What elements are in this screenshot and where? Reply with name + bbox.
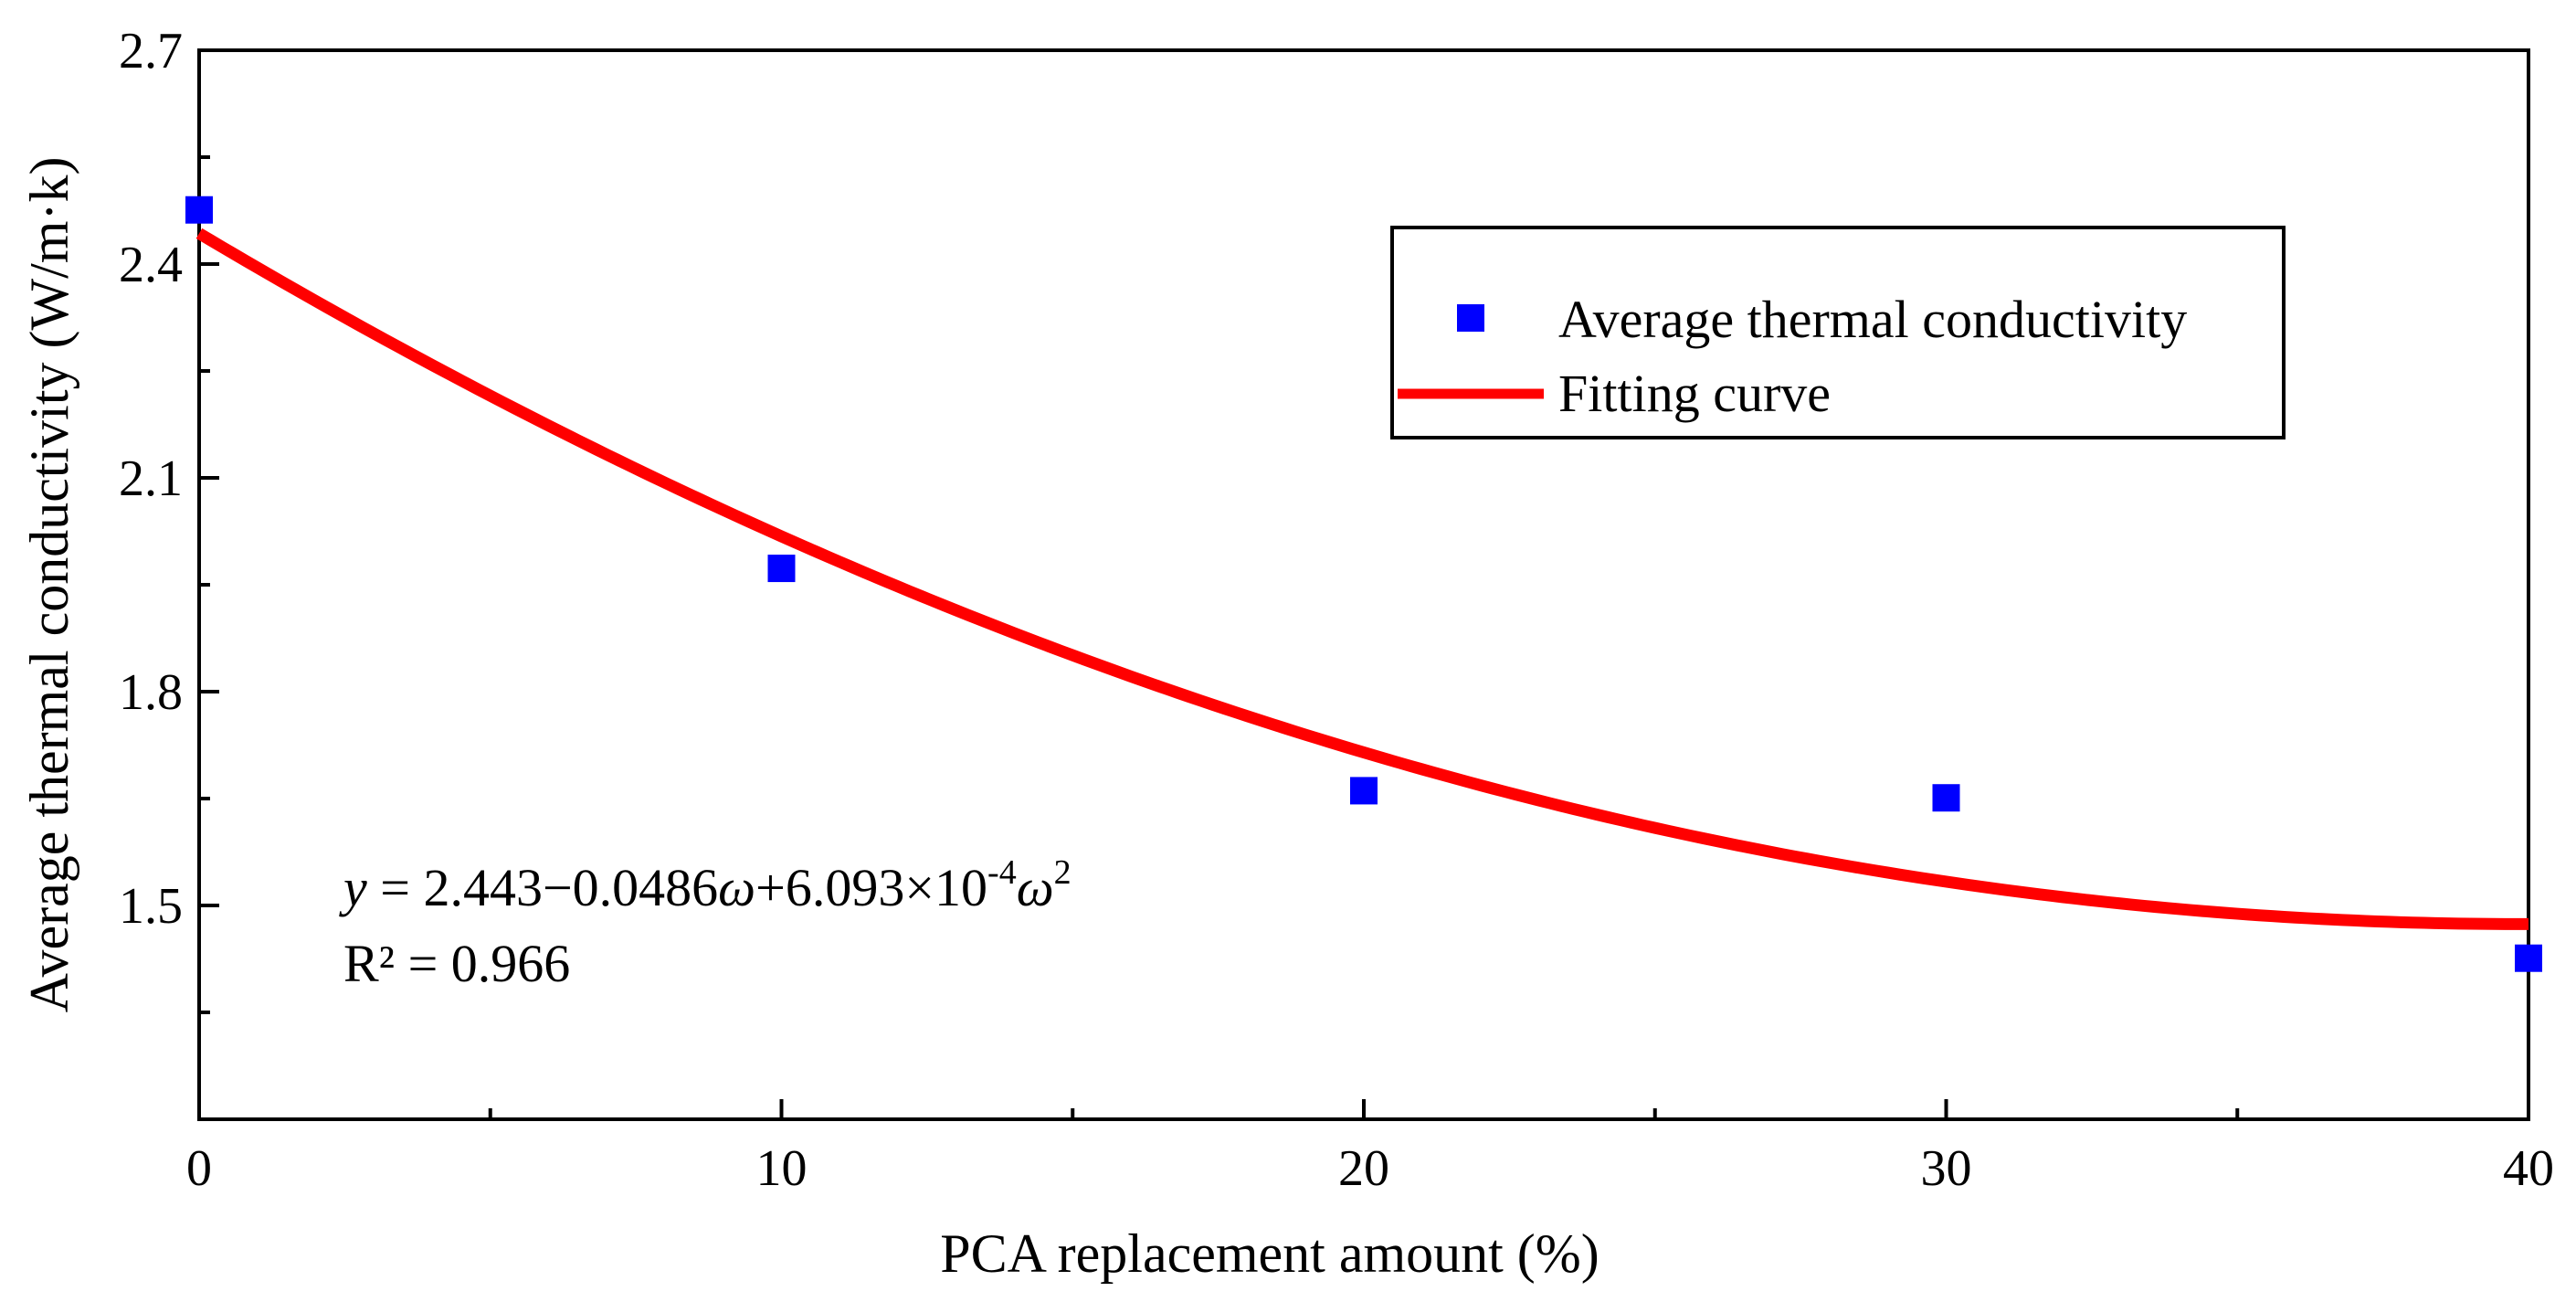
data-points: [185, 196, 2542, 972]
fit-equation: y = 2.443−0.0486ω+6.093×10-4ω2: [339, 853, 1072, 917]
ticks: [197, 48, 2530, 1119]
y-tick-label: 2.4: [119, 237, 183, 293]
x-tick-label: 20: [1338, 1140, 1389, 1197]
data-point: [1932, 784, 1960, 812]
tick-labels: 0 10 20 30 40 1.5 1.8 2.1 2.4 2.7: [119, 23, 2554, 1197]
legend-label-fitting-curve: Fitting curve: [1558, 364, 1831, 423]
legend-label-average-thermal-conductivity: Average thermal conductivity: [1558, 290, 2187, 349]
legend-square-marker: [1457, 304, 1484, 332]
legend: Average thermal conductivity Fitting cur…: [1390, 226, 2286, 439]
x-tick-label: 40: [2503, 1140, 2554, 1197]
data-point: [1350, 777, 1378, 805]
x-axis-title: PCA replacement amount (%): [940, 1223, 1599, 1284]
x-tick-label: 30: [1921, 1140, 1972, 1197]
r-squared-label: R² = 0.966: [343, 934, 570, 993]
y-tick-label: 1.8: [119, 664, 183, 721]
data-point: [767, 555, 796, 583]
y-tick-label: 2.1: [119, 450, 183, 507]
y-axis-title: Average thermal conductivity (W/m·k): [19, 157, 79, 1013]
x-tick-label: 10: [756, 1140, 808, 1197]
legend-box: [1390, 226, 2286, 439]
data-point: [2515, 944, 2542, 972]
y-tick-label: 2.7: [119, 23, 183, 79]
x-tick-label: 0: [186, 1140, 212, 1197]
data-point: [185, 196, 213, 224]
y-tick-label: 1.5: [119, 878, 183, 935]
fitting-curve-line: [195, 228, 2529, 930]
